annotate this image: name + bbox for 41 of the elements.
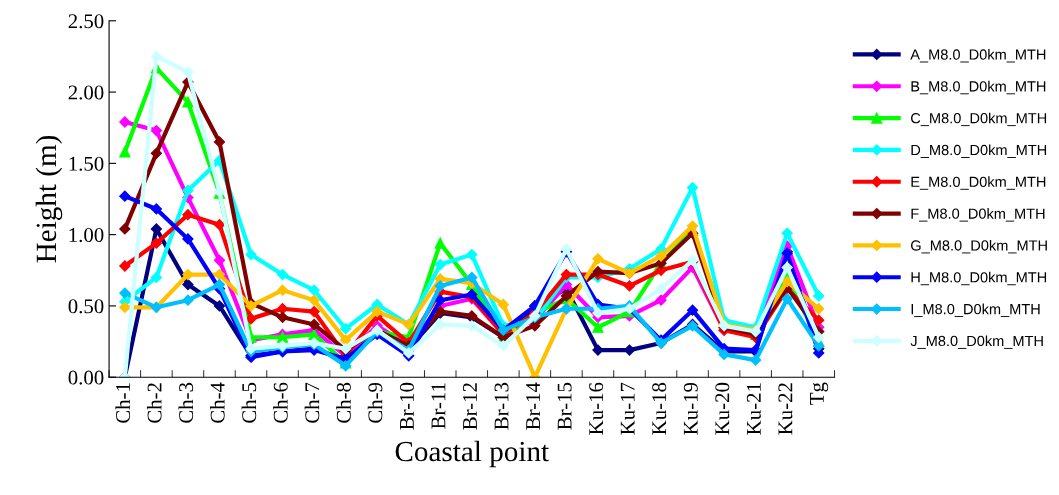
legend-label: G_M8.0_D0km_MTH bbox=[911, 239, 1047, 254]
x-tick-label: Ch-1 bbox=[115, 383, 131, 423]
x-tick-label: Ch-9 bbox=[367, 382, 383, 423]
x-tick-label: Tg bbox=[810, 382, 829, 405]
y-tick-label: 1.00 bbox=[69, 228, 104, 243]
x-tick-label: Br-10 bbox=[399, 382, 414, 430]
legend-label: J_M8.0_D0km_MTH bbox=[910, 335, 1043, 349]
legend-label: B_M8.0_D0km_MTH bbox=[911, 80, 1046, 95]
y-tick-label: 0.00 bbox=[68, 370, 104, 385]
x-tick-label: Br-15 bbox=[557, 382, 572, 430]
x-tick-label: Ch-2 bbox=[146, 383, 162, 423]
x-tick-label: Ch-4 bbox=[210, 382, 225, 423]
x-axis-title: Coastal point bbox=[395, 440, 549, 468]
legend-label: A_M8.0_D0km_MTH bbox=[910, 48, 1046, 63]
x-tick-label: Ch-5 bbox=[241, 382, 257, 423]
x-tick-label: Ku-19 bbox=[683, 382, 698, 435]
x-tick-label: Ch-8 bbox=[336, 382, 351, 423]
x-tick-label: Br-11 bbox=[431, 383, 446, 429]
legend-label: C_M8.0_D0km_MTH bbox=[911, 112, 1047, 127]
x-tick-label: Ku-16 bbox=[589, 382, 604, 435]
legend-label: D_M8.0_D0km_MTH bbox=[911, 144, 1047, 158]
x-tick-label: Br-13 bbox=[494, 382, 509, 430]
y-tick-label: 1.50 bbox=[69, 156, 104, 171]
y-tick-label: 2.00 bbox=[68, 85, 104, 100]
x-tick-label: Ku-18 bbox=[652, 382, 667, 435]
y-tick-label: 0.50 bbox=[68, 299, 104, 314]
y-axis-title: Height (m) bbox=[35, 135, 63, 263]
x-tick-label: Ch-7 bbox=[304, 382, 320, 423]
x-tick-label: Br-14 bbox=[526, 382, 540, 430]
x-tick-label: Ku-21 bbox=[746, 383, 761, 435]
legend-label: I_M8.0_D0km_MTH bbox=[911, 303, 1040, 318]
y-tick-label: 2.50 bbox=[68, 14, 104, 29]
x-tick-label: Ch-6 bbox=[273, 382, 288, 423]
legend-label: E_M8.0_D0km_MTH bbox=[911, 176, 1046, 190]
x-tick-label: Ch-3 bbox=[178, 382, 194, 423]
x-tick-label: Ku-20 bbox=[715, 382, 730, 435]
x-tick-label: Ku-17 bbox=[620, 382, 635, 435]
legend-label: H_M8.0_D0km_MTH bbox=[911, 271, 1047, 286]
x-tick-label: Br-12 bbox=[463, 383, 477, 430]
legend-label: F_M8.0_D0km_MTH bbox=[911, 208, 1045, 222]
x-tick-label: Ku-22 bbox=[778, 383, 793, 435]
